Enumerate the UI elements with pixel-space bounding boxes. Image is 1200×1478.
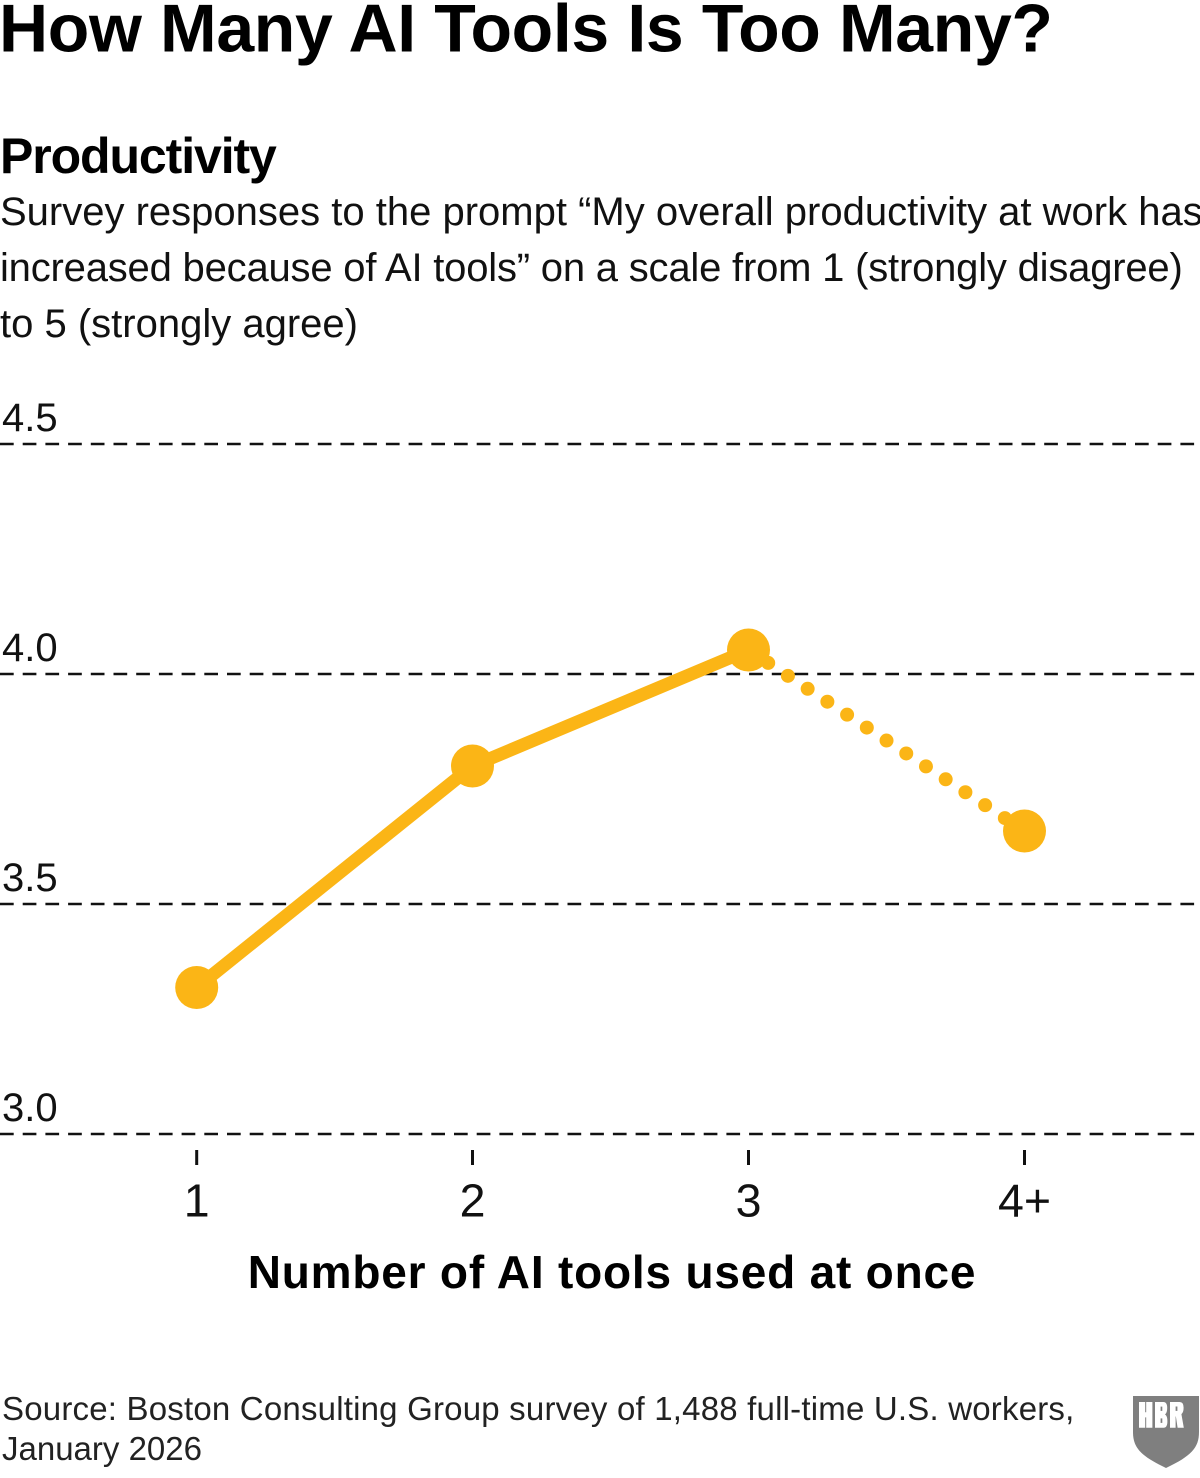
svg-text:January 2026: January 2026 xyxy=(2,1430,202,1467)
svg-text:Number of AI tools used at onc: Number of AI tools used at once xyxy=(248,1246,977,1298)
svg-text:3.0: 3.0 xyxy=(2,1086,58,1130)
svg-text:4+: 4+ xyxy=(998,1175,1051,1227)
svg-text:3.5: 3.5 xyxy=(2,856,58,900)
svg-text:4.0: 4.0 xyxy=(2,626,58,670)
svg-text:2: 2 xyxy=(460,1175,486,1227)
svg-text:How Many AI Tools Is Too Many?: How Many AI Tools Is Too Many? xyxy=(0,0,1053,67)
svg-text:Source: Boston Consulting Grou: Source: Boston Consulting Group survey o… xyxy=(2,1390,1075,1427)
svg-text:1: 1 xyxy=(184,1175,210,1227)
svg-text:3: 3 xyxy=(736,1175,762,1227)
svg-text:Productivity: Productivity xyxy=(0,128,277,184)
svg-text:4.5: 4.5 xyxy=(2,396,58,440)
svg-text:to 5 (strongly agree): to 5 (strongly agree) xyxy=(0,302,358,346)
svg-text:Survey responses to the prompt: Survey responses to the prompt “My overa… xyxy=(0,190,1200,234)
svg-text:increased because of AI tools”: increased because of AI tools” on a scal… xyxy=(0,246,1183,290)
